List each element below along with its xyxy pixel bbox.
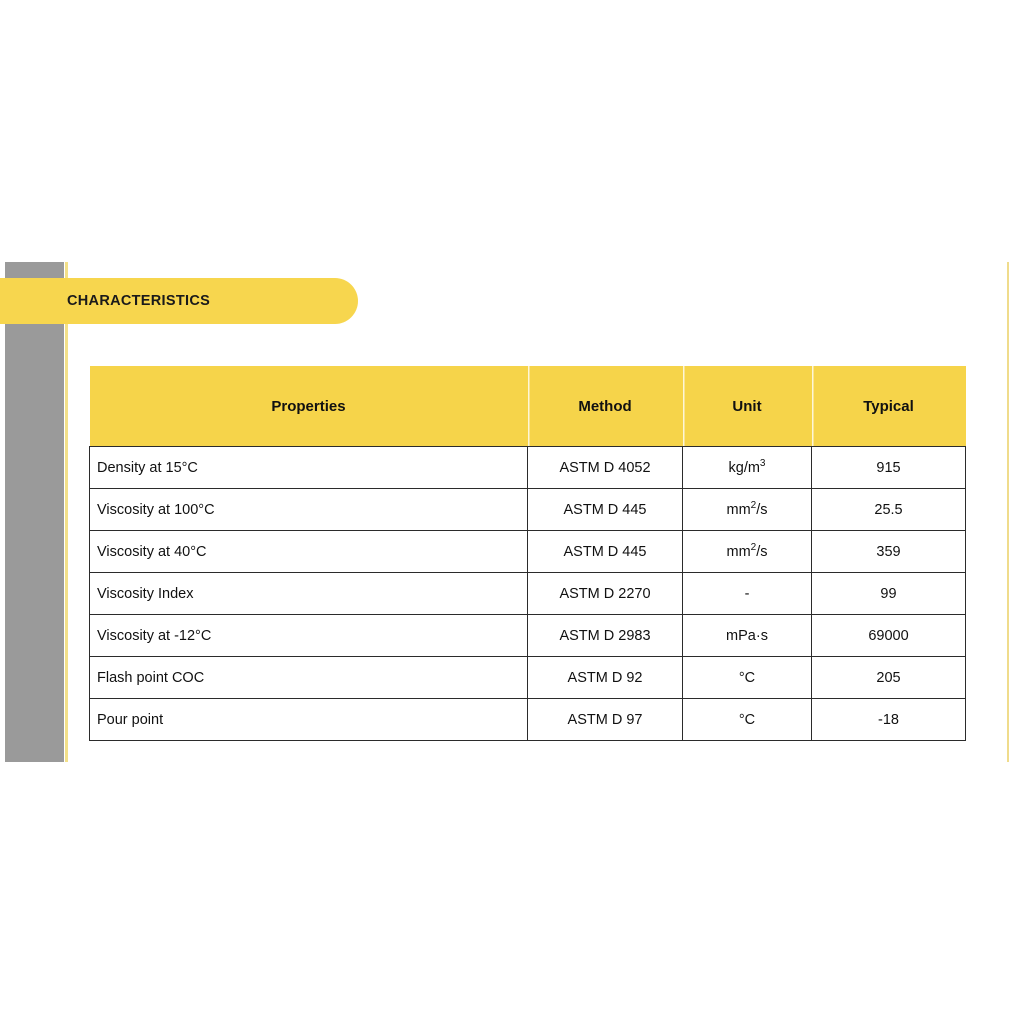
cell-unit: - <box>682 572 812 615</box>
cell-method: ASTM D 445 <box>527 488 683 531</box>
cell-method: ASTM D 4052 <box>527 446 683 489</box>
cell-typical: 915 <box>811 446 966 489</box>
right-yellow-rule <box>1007 262 1009 762</box>
cell-unit: mm2/s <box>682 530 812 573</box>
cell-property: Flash point COC <box>89 656 528 699</box>
cell-unit: kg/m3 <box>682 446 812 489</box>
left-yellow-rule <box>65 262 68 762</box>
cell-typical: 359 <box>811 530 966 573</box>
table-row: Viscosity at 100°C ASTM D 445 mm2/s 25.5 <box>89 488 966 531</box>
cell-typical: -18 <box>811 698 966 741</box>
column-header-unit: Unit <box>682 366 812 447</box>
cell-typical: 205 <box>811 656 966 699</box>
section-banner: CHARACTERISTICS <box>0 278 358 324</box>
table-row: Flash point COC ASTM D 92 °C 205 <box>89 656 966 699</box>
cell-property: Density at 15°C <box>89 446 528 489</box>
cell-property: Viscosity at -12°C <box>89 614 528 657</box>
column-header-typical: Typical <box>811 366 966 447</box>
section-banner-title: CHARACTERISTICS <box>67 293 211 309</box>
table-body: Density at 15°C ASTM D 4052 kg/m3 915 Viscos… <box>89 446 966 741</box>
cell-method: ASTM D 2983 <box>527 614 683 657</box>
cell-method: ASTM D 445 <box>527 530 683 573</box>
characteristics-table: Properties Method Unit Typical Density a… <box>89 366 966 741</box>
column-header-method: Method <box>527 366 683 447</box>
cell-typical: 69000 <box>811 614 966 657</box>
column-header-properties: Properties <box>89 366 528 447</box>
table-row: Density at 15°C ASTM D 4052 kg/m3 915 <box>89 446 966 489</box>
cell-unit: °C <box>682 656 812 699</box>
cell-typical: 99 <box>811 572 966 615</box>
cell-method: ASTM D 92 <box>527 656 683 699</box>
cell-property: Viscosity at 100°C <box>89 488 528 531</box>
cell-unit: mPa·s <box>682 614 812 657</box>
cell-property: Viscosity at 40°C <box>89 530 528 573</box>
table-header-row: Properties Method Unit Typical <box>89 366 966 447</box>
left-gray-accent-bar <box>5 262 64 762</box>
cell-property: Viscosity Index <box>89 572 528 615</box>
cell-unit: °C <box>682 698 812 741</box>
cell-method: ASTM D 2270 <box>527 572 683 615</box>
table-row: Viscosity at 40°C ASTM D 445 mm2/s 359 <box>89 530 966 573</box>
cell-unit: mm2/s <box>682 488 812 531</box>
table-row: Viscosity at -12°C ASTM D 2983 mPa·s 69000 <box>89 614 966 657</box>
table-row: Pour point ASTM D 97 °C -18 <box>89 698 966 741</box>
table-header: Properties Method Unit Typical <box>89 366 966 447</box>
cell-property: Pour point <box>89 698 528 741</box>
cell-typical: 25.5 <box>811 488 966 531</box>
cell-method: ASTM D 97 <box>527 698 683 741</box>
table-row: Viscosity Index ASTM D 2270-99 <box>89 572 966 615</box>
